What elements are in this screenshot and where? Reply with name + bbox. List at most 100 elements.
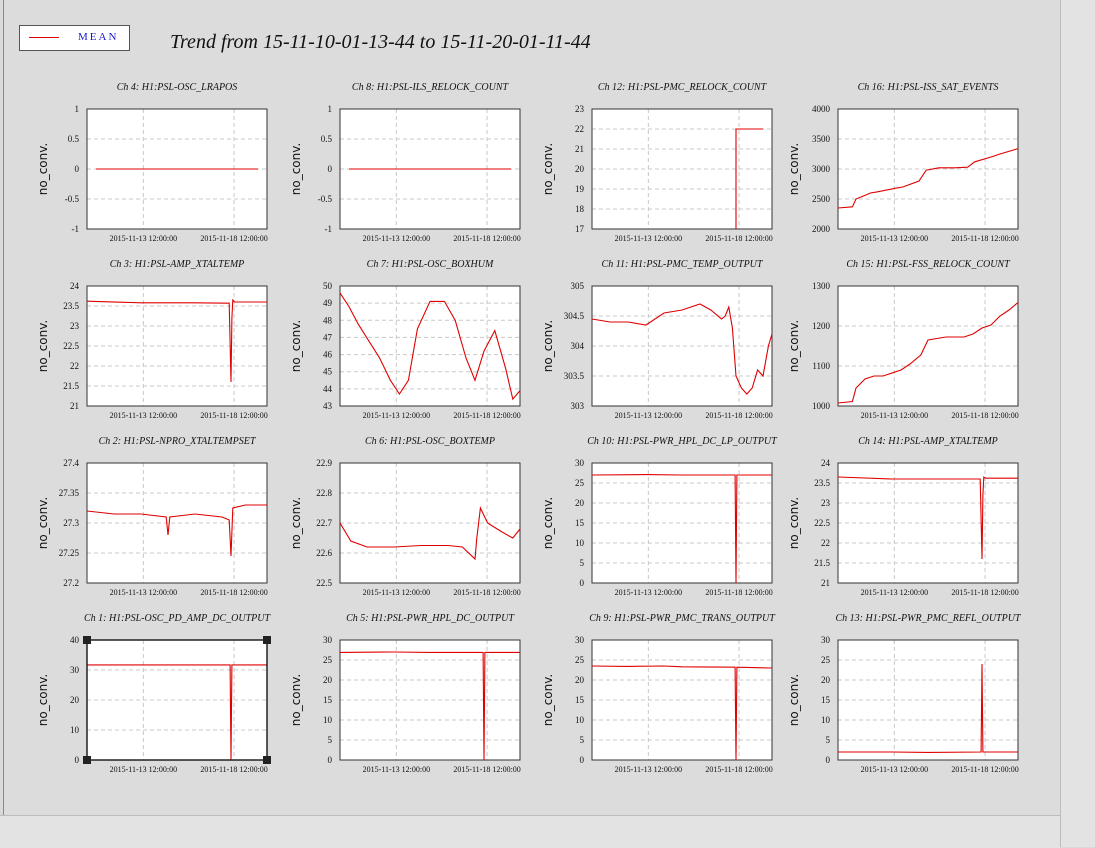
plot-border — [591, 462, 773, 584]
plot-area — [340, 640, 520, 760]
y-tick-label: 22.7 — [316, 518, 332, 528]
y-axis-label: no_conv. — [36, 674, 50, 726]
x-tick-label: 2015-11-13 12:00:00 — [363, 765, 430, 774]
y-tick-label: 48 — [323, 315, 333, 325]
page-title: Trend from 15-11-10-01-13-44 to 15-11-20… — [170, 31, 591, 53]
x-tick-label: 2015-11-13 12:00:00 — [110, 765, 177, 774]
plot-border — [86, 108, 268, 230]
x-tick-label: 2015-11-18 12:00:00 — [453, 234, 520, 243]
y-tick-label: 22 — [821, 538, 830, 548]
y-tick-label: 50 — [323, 281, 333, 291]
x-tick-label: 2015-11-13 12:00:00 — [363, 234, 430, 243]
y-tick-label: 0 — [580, 578, 585, 588]
y-tick-label: 4000 — [812, 104, 831, 114]
y-tick-label: 304 — [571, 341, 585, 351]
trend-panel: 30 25 20 15 10 5 0 2015-11-13 12:00:00 2015-11-1… — [787, 613, 1022, 774]
plot-area — [87, 286, 267, 406]
y-tick-label: -1 — [325, 224, 333, 234]
y-tick-label: 22.9 — [316, 458, 332, 468]
plot-area — [340, 463, 520, 583]
plot-border — [837, 108, 1019, 230]
trend-panel: 30 25 20 15 10 5 0 2015-11-13 12:00:00 2015-11-1… — [541, 436, 778, 597]
y-tick-label: 25 — [575, 478, 585, 488]
y-tick-label: 15 — [575, 695, 585, 705]
right-scrollbar-area[interactable] — [1060, 0, 1095, 847]
trend-panel: 24 23.5 23 22.5 22 21.5 21 2015-11-13 12:00:00 2… — [36, 259, 268, 420]
y-tick-label: 22 — [575, 124, 584, 134]
y-tick-label: 24 — [821, 458, 831, 468]
series-line — [838, 663, 1018, 753]
series-line — [339, 292, 521, 401]
y-tick-label: 23 — [821, 498, 831, 508]
y-tick-label: 20 — [323, 675, 333, 685]
x-tick-label: 2015-11-18 12:00:00 — [453, 588, 520, 597]
panel-title: Ch 2: H1:PSL-NPRO_XTALTEMPSET — [99, 436, 257, 447]
plot-border — [339, 285, 521, 407]
y-tick-label: 21.5 — [63, 381, 79, 391]
x-tick-label: 2015-11-18 12:00:00 — [951, 588, 1018, 597]
series-line — [591, 303, 773, 395]
y-tick-label: -0.5 — [318, 194, 333, 204]
panel-title: Ch 1: H1:PSL-OSC_PD_AMP_DC_OUTPUT — [84, 613, 272, 624]
y-tick-label: 22.5 — [814, 518, 830, 528]
plot-area — [87, 640, 267, 760]
y-tick-label: 25 — [323, 655, 333, 665]
y-tick-label: 23.5 — [63, 301, 79, 311]
x-tick-label: 2015-11-18 12:00:00 — [200, 234, 267, 243]
y-axis-label: no_conv. — [541, 143, 555, 195]
plot-border — [837, 462, 1019, 584]
x-tick-label: 2015-11-13 12:00:00 — [110, 588, 177, 597]
legend-label: MEAN — [78, 31, 119, 43]
x-tick-label: 2015-11-13 12:00:00 — [615, 234, 682, 243]
y-axis-label: no_conv. — [289, 143, 303, 195]
y-tick-label: 1 — [75, 104, 80, 114]
panel-title: Ch 4: H1:PSL-OSC_LRAPOS — [117, 82, 238, 93]
plot-border — [591, 639, 773, 761]
trend-panel: 40 30 20 10 0 2015-11-13 12:00:00 2015-11-18 1… — [36, 613, 271, 774]
y-tick-label: 3500 — [812, 134, 831, 144]
y-tick-label: 25 — [575, 655, 585, 665]
series-line — [86, 504, 267, 557]
y-axis-label: no_conv. — [787, 143, 801, 195]
x-tick-label: 2015-11-13 12:00:00 — [110, 411, 177, 420]
trend-panel: 30 25 20 15 10 5 0 2015-11-13 12:00:00 2015-11-1… — [541, 613, 776, 774]
trend-panel: 1300 1200 1100 1000 2015-11-13 12:00:00 2015-… — [787, 259, 1019, 420]
series-line — [86, 298, 267, 383]
y-tick-label: 1 — [328, 104, 333, 114]
trend-panel: 30 25 20 15 10 5 0 2015-11-13 12:00:00 2015-11-1… — [289, 613, 521, 774]
trend-panel: 27.4 27.35 27.3 27.25 27.2 2015-11-13 12:00:0… — [36, 436, 268, 597]
y-tick-label: 19 — [575, 184, 585, 194]
y-tick-label: 40 — [70, 635, 80, 645]
y-tick-label: 5 — [580, 558, 585, 568]
x-tick-label: 2015-11-18 12:00:00 — [453, 765, 520, 774]
plot-border — [86, 285, 268, 407]
chart-grid: 1 0.5 0 -0.5 -1 2015-11-13 12:00:00 2015-11-18… — [36, 82, 1022, 774]
panel-title: Ch 15: H1:PSL-FSS_RELOCK_COUNT — [846, 259, 1011, 270]
y-tick-label: 10 — [821, 715, 831, 725]
y-axis-label: no_conv. — [36, 497, 50, 549]
y-tick-label: 0.5 — [321, 134, 333, 144]
y-tick-label: 10 — [575, 715, 585, 725]
panel-title: Ch 7: H1:PSL-OSC_BOXHUM — [367, 259, 494, 270]
y-tick-label: 30 — [575, 635, 585, 645]
y-tick-label: 0 — [580, 755, 585, 765]
y-tick-label: 0 — [75, 755, 80, 765]
trend-panel: 1 0.5 0 -0.5 -1 2015-11-13 12:00:00 2015-11-18… — [36, 82, 268, 243]
y-tick-label: 24 — [70, 281, 80, 291]
x-tick-label: 2015-11-18 12:00:00 — [951, 234, 1018, 243]
y-tick-label: 0 — [328, 164, 333, 174]
plot-area — [592, 286, 772, 406]
x-tick-label: 2015-11-18 12:00:00 — [951, 765, 1018, 774]
trend-panel: 4000 3500 3000 2500 2000 2015-11-13 12:00:00 2… — [787, 82, 1019, 243]
y-tick-label: 22.8 — [316, 488, 332, 498]
y-tick-label: 3000 — [812, 164, 831, 174]
y-tick-label: 27.25 — [59, 548, 80, 558]
x-tick-label: 2015-11-18 12:00:00 — [705, 765, 772, 774]
x-tick-label: 2015-11-18 12:00:00 — [705, 588, 772, 597]
x-tick-label: 2015-11-13 12:00:00 — [110, 234, 177, 243]
y-tick-label: 0 — [328, 755, 333, 765]
x-tick-label: 2015-11-13 12:00:00 — [861, 588, 928, 597]
y-tick-label: 47 — [323, 332, 333, 342]
plot-area — [340, 286, 520, 406]
y-tick-label: 303 — [571, 401, 585, 411]
